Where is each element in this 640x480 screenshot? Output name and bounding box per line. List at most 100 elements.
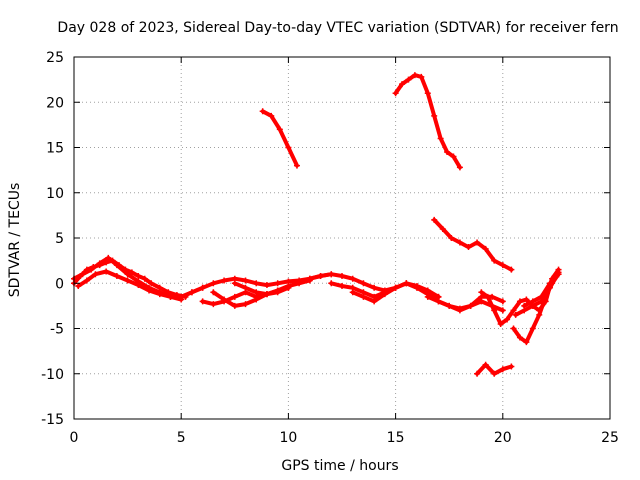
data-point [306, 275, 313, 282]
data-point [293, 162, 300, 169]
data-point [231, 293, 238, 300]
data-point [482, 361, 489, 368]
data-point [274, 280, 281, 287]
data-point [360, 280, 367, 287]
data-point [296, 280, 303, 287]
y-tick-label: 25 [46, 50, 64, 66]
data-point [392, 284, 399, 291]
data-point [221, 296, 228, 303]
data-point [371, 284, 378, 291]
data-point [555, 271, 562, 278]
data-point [403, 280, 410, 287]
data-point [431, 216, 438, 223]
data-point [210, 301, 217, 308]
data-point [259, 108, 266, 115]
series-arc-7 [231, 280, 292, 298]
axis-ticks: 0 5 10 15 20 25 -15 -10 -5 0 5 10 15 20 25 [41, 50, 619, 446]
data-point [431, 112, 438, 119]
data-point [448, 235, 455, 241]
data-point [371, 298, 378, 305]
data-point [437, 135, 444, 142]
data-point [328, 271, 335, 278]
data-point [516, 298, 523, 305]
data-point [381, 291, 388, 298]
data-point [360, 293, 367, 300]
data-point [439, 225, 446, 232]
x-axis-label: GPS time / hours [281, 458, 398, 474]
data-point [491, 307, 498, 314]
series-arc-15 [474, 361, 515, 377]
y-axis-label: SDTVAR / TECUs [7, 183, 23, 298]
y-tick-label: -5 [50, 322, 64, 338]
x-tick-label: 10 [279, 430, 297, 446]
data-point [424, 293, 431, 300]
data-point [512, 311, 519, 318]
data-point [450, 153, 457, 160]
data-point [79, 271, 86, 278]
series-arc-12 [259, 108, 300, 169]
data-point [435, 298, 442, 305]
data-point [474, 370, 481, 377]
data-point [317, 273, 324, 280]
data-point [499, 262, 506, 269]
data-point [349, 289, 356, 296]
data-point [414, 282, 421, 289]
y-tick-label: 5 [55, 231, 64, 247]
y-tick-label: 10 [46, 186, 64, 202]
data-point [405, 76, 412, 83]
x-tick-label: 25 [601, 430, 619, 446]
data-point [263, 282, 270, 289]
data-point [546, 280, 553, 287]
data-point [456, 307, 463, 314]
data-point [444, 149, 451, 156]
data-point [92, 271, 99, 278]
data-point [268, 112, 275, 119]
data-point [456, 239, 463, 246]
data-point [510, 307, 517, 314]
series-arc-18 [512, 269, 562, 318]
data-point [148, 280, 155, 287]
data-point [508, 363, 515, 370]
data-point [529, 325, 536, 332]
data-point [411, 72, 418, 79]
data-point [491, 257, 498, 264]
data-point [424, 287, 431, 294]
series-arc-13 [392, 72, 463, 171]
data-point [167, 293, 174, 300]
data-point [105, 254, 112, 261]
data-point [482, 245, 489, 252]
y-tick-label: 0 [55, 276, 64, 292]
data-point [199, 298, 206, 305]
data-point [178, 293, 185, 300]
data-point [418, 73, 425, 80]
data-point [83, 277, 90, 284]
data-series [71, 72, 562, 377]
series-line [432, 217, 514, 272]
series-line [211, 278, 312, 308]
data-point [103, 268, 110, 275]
data-point [339, 282, 345, 289]
data-point [210, 289, 217, 296]
data-point [516, 334, 523, 341]
data-point [242, 301, 249, 308]
data-point [399, 81, 406, 88]
data-point [523, 339, 530, 346]
y-tick-label: -10 [41, 367, 64, 383]
data-point [113, 262, 120, 269]
data-point [135, 282, 142, 289]
data-point [113, 273, 120, 280]
data-point [497, 320, 504, 327]
data-point [141, 275, 148, 282]
data-point [491, 370, 498, 377]
data-point [504, 316, 511, 323]
data-point [456, 164, 463, 171]
x-tick-label: 20 [494, 430, 512, 446]
data-point [146, 287, 153, 294]
y-tick-label: 20 [46, 95, 64, 111]
data-point [536, 311, 543, 318]
data-point [339, 273, 345, 280]
series-arc-19 [521, 271, 562, 309]
data-point [221, 277, 228, 284]
data-point [188, 289, 195, 296]
